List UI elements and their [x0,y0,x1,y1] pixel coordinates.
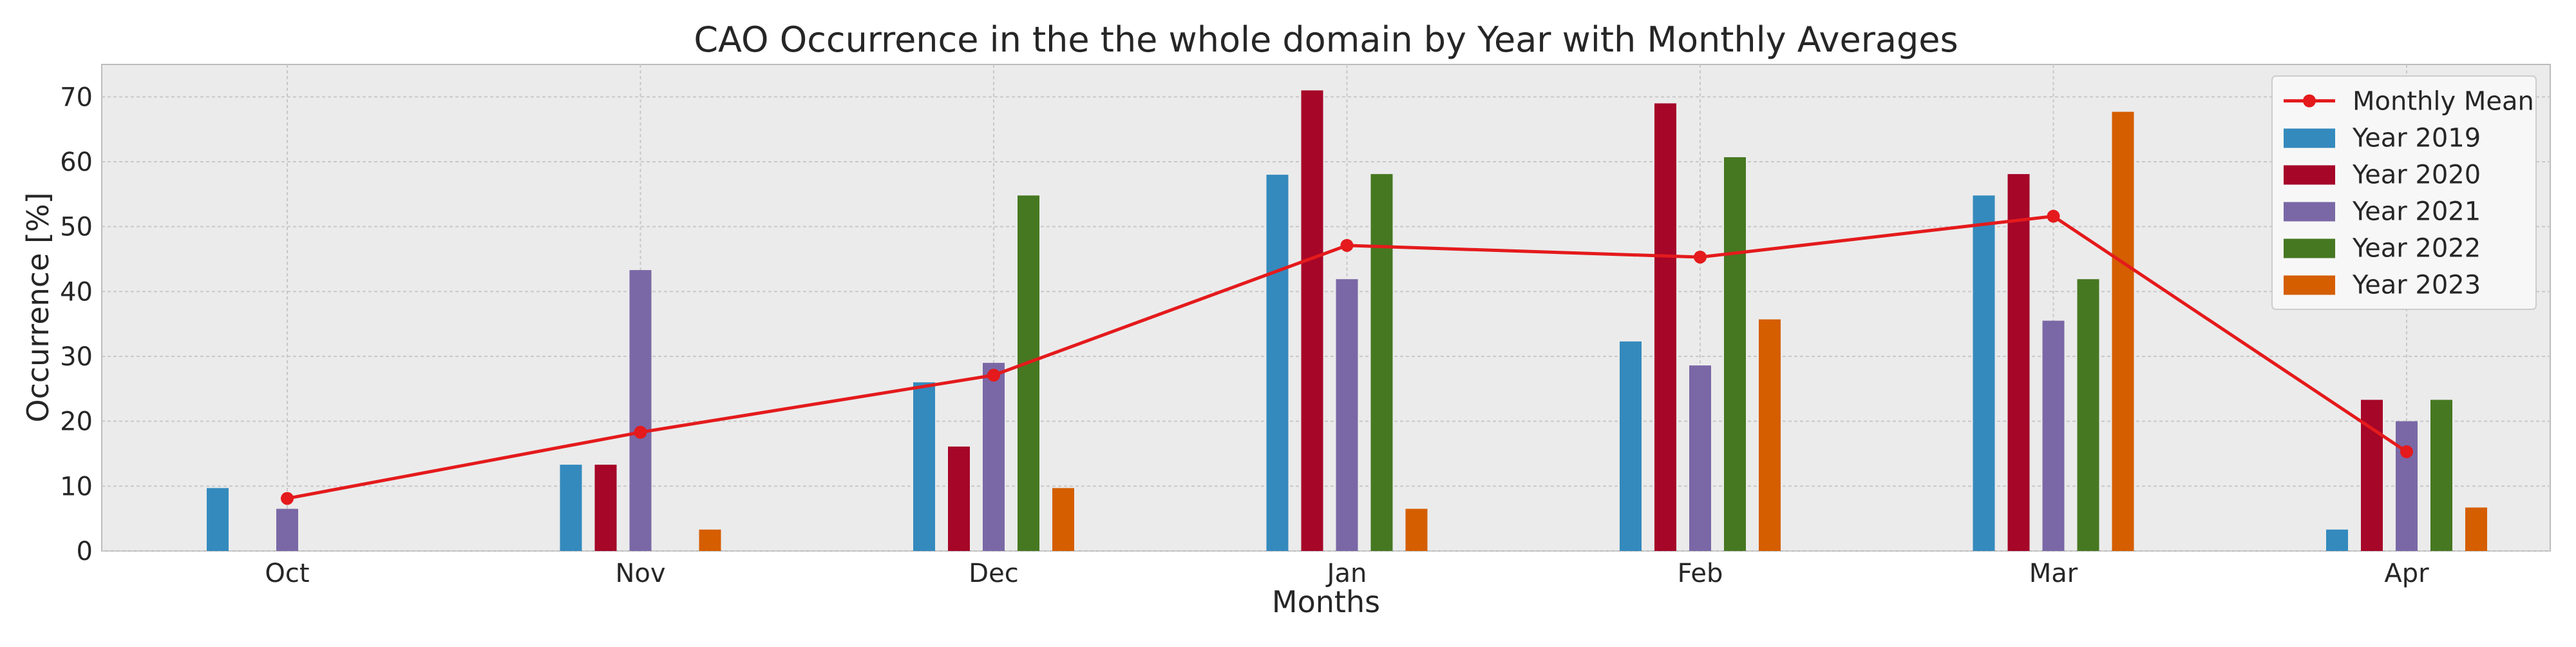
mean-point [1694,250,1707,264]
legend: Monthly Mean Year 2019 Year 2020 Year 2021 Y… [2271,75,2537,310]
mean-point [1340,238,1354,252]
legend-label: Year 2020 [2352,160,2481,190]
legend-box [2271,75,2537,310]
legend-label: Year 2023 [2352,271,2481,300]
x-tick-label: Apr [2384,559,2429,588]
legend-marker [2303,94,2316,108]
legend-swatch [2284,165,2335,185]
x-tick-label: Dec [969,559,1018,588]
legend-label: Year 2019 [2352,124,2481,153]
legend-label: Year 2022 [2352,234,2481,264]
bar [594,465,617,551]
bar [629,270,652,551]
y-tick-label: 10 [60,472,93,501]
bar [1405,508,1428,551]
mean-point [634,425,647,439]
y-tick-label: 30 [60,342,93,372]
x-tick-label: Oct [265,559,309,588]
bar [948,446,970,551]
legend-swatch [2284,128,2335,148]
legend-swatch [2284,238,2335,258]
mean-point [987,369,1000,382]
bar [2326,529,2348,551]
bar [2077,279,2099,551]
bar [983,363,1005,551]
bar [2430,400,2452,551]
bar [1370,174,1393,551]
bar [1266,175,1289,552]
y-tick-label: 20 [60,407,93,437]
bar [1689,365,1711,551]
bar [699,529,721,551]
legend-label: Monthly Mean [2353,87,2534,117]
x-axis-label: Months [1272,584,1380,619]
chart-title: CAO Occurrence in the the whole domain b… [694,19,1958,60]
bar [207,488,229,551]
y-tick-label: 50 [60,213,93,242]
bar [913,382,935,551]
bar [2042,320,2065,551]
bar [2465,507,2487,551]
y-tick-label: 60 [60,148,93,177]
y-tick-label: 0 [77,537,93,566]
bar [1973,195,1995,551]
x-tick-label: Jan [1325,559,1367,588]
bar [1654,103,1676,551]
x-tick-label: Nov [615,559,665,588]
bar [2007,174,2030,551]
y-axis-label: Occurrence [%] [21,192,55,422]
bar [1620,341,1642,551]
bar [560,465,582,551]
bar [2396,421,2418,551]
bar [1724,157,1746,551]
bar [1052,488,1074,551]
legend-swatch [2284,202,2335,222]
bar [276,508,298,551]
legend-swatch [2284,275,2335,295]
mean-point [2047,209,2060,223]
bar [1018,195,1039,551]
x-tick-label: Mar [2029,559,2078,588]
legend-label: Year 2021 [2352,197,2481,227]
x-tick-label: Feb [1678,559,1723,588]
bar [1336,279,1358,551]
bar [2112,111,2134,551]
mean-point [281,492,294,505]
bar [1301,90,1323,551]
mean-point [2400,445,2413,458]
y-tick-label: 40 [60,277,93,307]
bar [1759,319,1781,551]
plot-area [101,64,2551,552]
y-tick-label: 70 [60,82,93,112]
